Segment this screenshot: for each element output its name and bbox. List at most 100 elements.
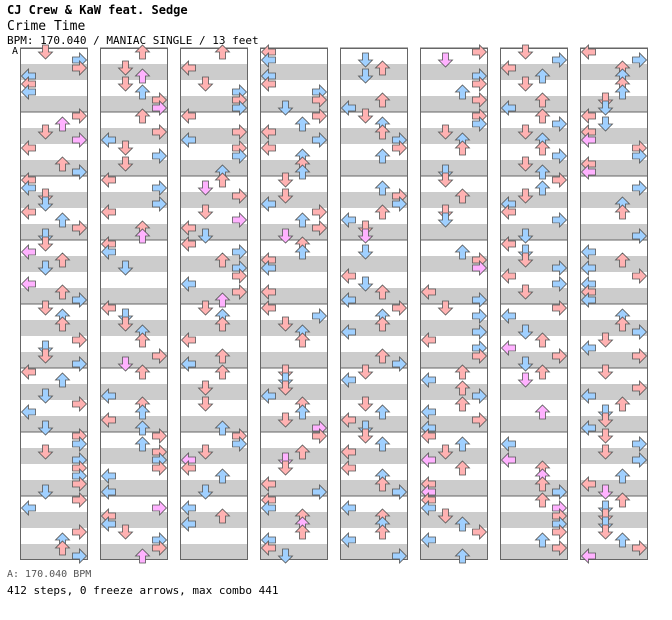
step-arrow-right: [472, 92, 488, 108]
beat-stripe: [100, 320, 168, 336]
step-arrow-down: [117, 260, 134, 276]
step-arrow-down: [437, 508, 454, 524]
step-arrow-left: [420, 404, 436, 420]
beat-stripe: [420, 512, 488, 528]
step-arrow-right: [72, 548, 88, 564]
step-arrow-up: [54, 372, 71, 388]
beat-stripe: [420, 160, 488, 176]
beat-stripe: [340, 320, 408, 336]
step-arrow-right: [152, 100, 168, 116]
beat-stripe: [500, 256, 568, 272]
step-arrow-up: [614, 532, 631, 548]
step-arrow-left: [420, 372, 436, 388]
step-arrow-down: [597, 92, 614, 108]
step-arrow-right: [152, 348, 168, 364]
step-arrow-left: [260, 52, 276, 68]
beat-stripe: [340, 352, 408, 368]
step-arrow-up: [614, 468, 631, 484]
step-arrow-up: [534, 332, 551, 348]
step-arrow-up: [534, 364, 551, 380]
step-arrow-right: [152, 428, 168, 444]
beat-stripe: [260, 448, 328, 464]
step-arrow-left: [180, 460, 196, 476]
step-arrow-down: [517, 356, 534, 372]
step-arrow-left: [20, 180, 36, 196]
step-arrow-left: [260, 196, 276, 212]
step-arrow-left: [340, 324, 356, 340]
step-arrow-right: [552, 540, 568, 556]
step-arrow-right: [552, 348, 568, 364]
step-arrow-left: [500, 268, 516, 284]
step-arrow-right: [152, 180, 168, 196]
step-arrow-right: [632, 228, 648, 244]
step-arrow-right: [312, 428, 328, 444]
beat-stripe: [180, 160, 248, 176]
step-arrow-left: [20, 364, 36, 380]
beat-stripe: [180, 96, 248, 112]
step-arrow-right: [232, 212, 248, 228]
beat-stripe: [500, 544, 568, 560]
step-arrow-up: [534, 404, 551, 420]
step-arrow-right: [72, 292, 88, 308]
beat-stripe: [260, 64, 328, 80]
song-title: Crime Time: [7, 19, 86, 34]
step-arrow-up: [294, 524, 311, 540]
step-arrow-up: [374, 476, 391, 492]
chart-column: [260, 44, 328, 564]
step-arrow-left: [340, 532, 356, 548]
step-arrow-left: [260, 260, 276, 276]
step-arrow-left: [340, 268, 356, 284]
beat-stripe: [340, 160, 408, 176]
beat-stripe: [580, 320, 648, 336]
step-arrow-left: [580, 292, 596, 308]
step-arrow-down: [357, 244, 374, 260]
step-arrow-down: [117, 60, 134, 76]
step-arrow-down: [37, 124, 54, 140]
beat-stripe: [420, 448, 488, 464]
beat-stripe: [100, 480, 168, 496]
beat-stripe: [500, 288, 568, 304]
step-arrow-right: [632, 348, 648, 364]
beat-stripe: [420, 480, 488, 496]
step-arrow-up: [134, 420, 151, 436]
beat-stripe: [340, 96, 408, 112]
step-arrow-right: [312, 108, 328, 124]
beat-stripe: [500, 320, 568, 336]
step-arrow-down: [277, 188, 294, 204]
step-arrow-left: [500, 452, 516, 468]
beat-stripe: [580, 128, 648, 144]
step-arrow-left: [180, 516, 196, 532]
step-arrow-down: [37, 420, 54, 436]
step-arrow-left: [580, 244, 596, 260]
step-arrow-left: [180, 132, 196, 148]
section-marker: A: [12, 46, 19, 57]
beat-stripe: [100, 256, 168, 272]
step-arrow-down: [277, 172, 294, 188]
beat-stripe: [100, 160, 168, 176]
step-arrow-right: [472, 292, 488, 308]
step-arrow-left: [580, 108, 596, 124]
step-arrow-left: [180, 236, 196, 252]
step-arrow-down: [597, 524, 614, 540]
step-arrow-down: [357, 68, 374, 84]
beat-stripe: [20, 160, 88, 176]
step-arrow-down: [597, 484, 614, 500]
beat-stripe: [580, 512, 648, 528]
step-arrow-up: [534, 476, 551, 492]
step-arrow-down: [357, 276, 374, 292]
step-arrow-right: [632, 380, 648, 396]
step-arrow-down: [117, 156, 134, 172]
step-arrow-down: [357, 228, 374, 244]
step-arrow-right: [232, 100, 248, 116]
step-arrow-down: [117, 316, 134, 332]
step-arrow-up: [614, 204, 631, 220]
beat-stripe: [180, 288, 248, 304]
step-arrow-right: [552, 276, 568, 292]
step-arrow-left: [340, 292, 356, 308]
step-arrow-right: [472, 324, 488, 340]
beat-stripe: [100, 512, 168, 528]
step-arrow-down: [437, 52, 454, 68]
step-arrow-left: [20, 84, 36, 100]
beat-stripe: [260, 544, 328, 560]
chart-info: BPM: 170.040 / MANIAC SINGLE / 13 feet: [7, 34, 259, 47]
